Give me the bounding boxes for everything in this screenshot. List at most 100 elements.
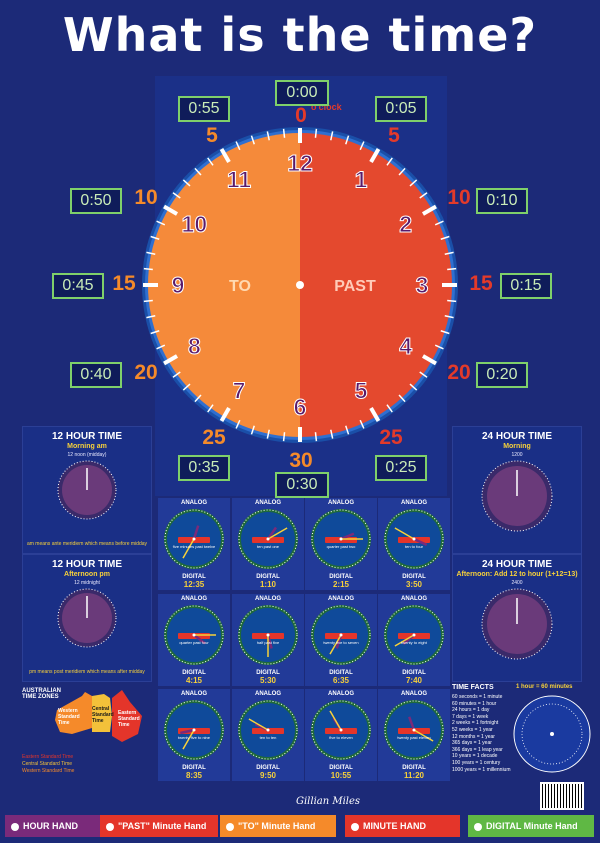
tick-mark (235, 419, 241, 429)
panel-subtitle: Afternoon pm (64, 571, 110, 578)
digital-time: 2:15 (332, 580, 349, 589)
digital-time: 12:35 (183, 580, 205, 589)
clock-cell: ANALOG quarter past four DIGITAL 4:15 (158, 594, 230, 686)
tick-mark (314, 432, 318, 442)
tick-mark (194, 167, 202, 176)
tick-mark (398, 394, 406, 403)
digital-time: 6:35 (332, 676, 349, 685)
legend-bar-digital-minute: DIGITAL Minute Hand (468, 815, 594, 837)
panel-note: 12 midnight (74, 580, 100, 586)
tick-mark (163, 204, 179, 216)
clock-caption: twenty past eleven (397, 735, 431, 740)
hour-number-8: 8 (188, 333, 201, 359)
tick-mark (235, 141, 241, 151)
minute-label-right-10: 10 (447, 186, 471, 209)
bar-dot-icon (106, 822, 114, 831)
minute-label-left-10: 10 (134, 186, 158, 209)
zone-legend-western: Western Standard Time (22, 768, 75, 774)
tick-mark (282, 128, 286, 138)
time-fact-item: 2 weeks = 1 fortnight (452, 720, 499, 727)
tick-mark (172, 371, 181, 378)
time-fact-item: 7 days = 1 week (452, 713, 489, 720)
tick-mark (266, 429, 270, 439)
tick-mark (250, 425, 255, 435)
tick-mark (359, 419, 365, 429)
bar-dot-icon (226, 822, 234, 831)
mini-analog-clock (164, 509, 224, 569)
mini-clock-12h-pm (57, 588, 117, 648)
digital-time: 11:20 (403, 771, 425, 780)
mini-analog-clock (384, 605, 444, 665)
minute-label-left-15: 15 (112, 272, 136, 295)
clock-cell: ANALOG quarter past two DIGITAL 2:15 (305, 498, 377, 590)
time-fact-item: 100 years = 1 century (452, 759, 501, 766)
mini-analog-clock (164, 700, 224, 760)
tick-mark (266, 131, 270, 141)
hour-number-7: 7 (233, 378, 246, 404)
tick-mark (409, 179, 418, 187)
panel-title: 12 HOUR TIME (51, 559, 122, 570)
tick-mark (207, 404, 214, 413)
mini-analog-clock (238, 605, 298, 665)
clock-cell: ANALOG five minutes past twelve DIGITAL 12:… (158, 498, 230, 590)
digital-label: DIGITAL (182, 574, 206, 580)
tick-mark (146, 315, 156, 319)
minute-label-left-25: 25 (202, 426, 226, 449)
digital-box-0-05: 0:05 (375, 96, 427, 122)
panel-title: 24 HOUR TIME (481, 431, 552, 442)
clock-to-half (148, 133, 300, 437)
hour-number-2: 2 (399, 211, 412, 237)
digital-box-0-15: 0:15 (500, 273, 552, 299)
clock-caption: ten to four (404, 544, 423, 549)
clock-caption: ten past one (256, 544, 280, 549)
clock-caption: twenty five to nine (177, 735, 211, 740)
digital-time: 10:55 (330, 771, 352, 780)
clock-cell: ANALOG ten past one DIGITAL 1:10 (232, 498, 304, 590)
mini-analog-clock (384, 509, 444, 569)
legend-bar-past-minute: "PAST" Minute Hand (100, 815, 218, 837)
hour-number-1: 1 (355, 166, 368, 192)
digital-time: 4:15 (185, 676, 202, 685)
panel-12hour-pm: 12 HOUR TIME Afternoon pm 12 midnight pm… (22, 554, 152, 682)
clock-caption: twenty five to seven (323, 640, 359, 645)
bar-dot-icon (474, 822, 482, 831)
tick-mark (345, 425, 350, 435)
tick-mark (419, 192, 428, 199)
bar-dot-icon (11, 822, 19, 831)
digital-box-0-30: 0:30 (275, 472, 329, 498)
digital-box-0-50: 0:50 (70, 188, 122, 214)
hour-number-10: 10 (182, 211, 208, 237)
analog-label: ANALOG (255, 691, 281, 697)
digital-time: 9:50 (259, 771, 276, 780)
panel-footnote: am means ante meridiem which means befor… (26, 541, 148, 547)
tick-mark (369, 406, 381, 422)
digital-label: DIGITAL (329, 574, 353, 580)
wheel-title: 1 hour = 60 minutes (516, 684, 573, 690)
tick-mark (163, 354, 179, 366)
digital-label: DIGITAL (329, 765, 353, 771)
mini-analog-clock (164, 605, 224, 665)
time-fact-item: 12 months = 1 year (452, 733, 495, 740)
analog-label: ANALOG (401, 691, 427, 697)
tick-mark (440, 330, 450, 335)
tick-mark (359, 141, 365, 151)
zone-legend-eastern: Eastern Standard Time (22, 754, 74, 760)
panel-subtitle: Afternoon: Add 12 to hour (1+12=13) (456, 571, 578, 578)
tick-mark (447, 267, 457, 271)
legend-label: DIGITAL Minute Hand (486, 821, 578, 831)
panel-note: 12 noon (midday) (67, 452, 107, 458)
digital-time: 7:40 (405, 676, 422, 685)
digital-box-0-55: 0:55 (178, 96, 230, 122)
bar-dot-icon (351, 822, 359, 831)
mini-analog-clock (238, 509, 298, 569)
digital-box-0-35: 0:35 (178, 455, 230, 481)
digital-label: DIGITAL (182, 765, 206, 771)
clock-caption: five minutes past twelve (172, 544, 216, 549)
analog-label: ANALOG (255, 596, 281, 602)
analog-label: ANALOG (401, 596, 427, 602)
clock-cell: ANALOG twenty five to seven DIGITAL 6:35 (305, 594, 377, 686)
tick-mark (250, 135, 255, 145)
tick-mark (447, 299, 457, 303)
tick-mark (194, 394, 202, 403)
tick-mark (219, 406, 231, 422)
